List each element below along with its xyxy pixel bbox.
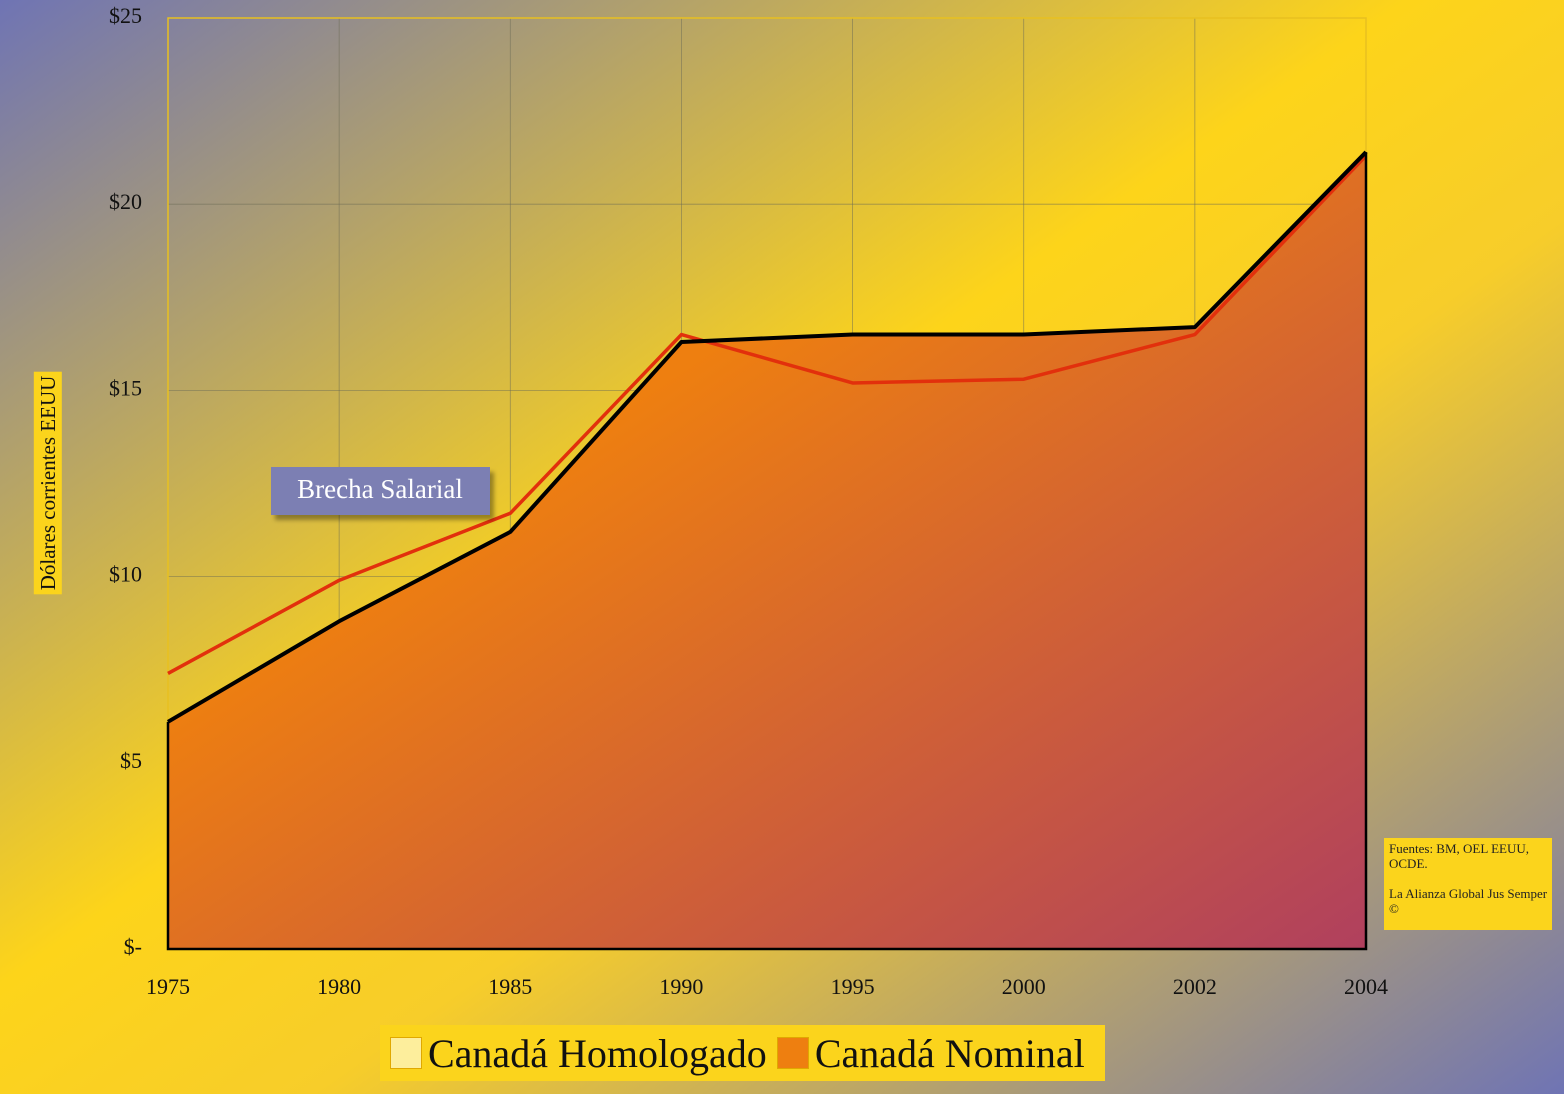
legend-item: Canadá Homologado: [390, 1030, 767, 1077]
axis-title-bg: [33, 371, 62, 595]
source-line: Fuentes: BM, OEL EEUU, OCDE.: [1389, 841, 1529, 871]
source-note: Fuentes: BM, OEL EEUU, OCDE. La Alianza …: [1384, 838, 1552, 930]
annotation: Brecha Salarial: [297, 474, 463, 504]
area: [168, 152, 1366, 950]
y-tick-label: $20: [109, 189, 142, 214]
x-tick-label: 1995: [831, 974, 875, 999]
y-tick-label: $10: [109, 562, 142, 587]
x-tick-label: 1985: [488, 974, 532, 999]
y-tick-label: $15: [109, 375, 142, 400]
x-tick-label: 2004: [1344, 974, 1388, 999]
x-tick-label: 1980: [317, 974, 361, 999]
y-tick-label: $5: [120, 748, 142, 773]
area-edge: [166, 152, 1368, 951]
source-line: La Alianza Global Jus Semper ©: [1389, 886, 1548, 916]
line: [167, 154, 1368, 675]
x-tick-label: 1975: [146, 974, 190, 999]
plot-area: $- $5 $10 $15 $20 $25 1975 1980 1985 1990 1995 2000…: [109, 3, 1388, 999]
annotation-box: [271, 467, 490, 515]
y-tick-label: $25: [109, 3, 142, 28]
line: [166, 150, 1368, 724]
x-tick-label: 1990: [659, 974, 703, 999]
legend-swatch: [390, 1037, 422, 1069]
x-tick-label: 2002: [1173, 974, 1217, 999]
axis-title: Dólares corrientes EEUU: [36, 376, 60, 591]
legend-swatch: [776, 1037, 809, 1069]
x-tick-label: 2000: [1002, 974, 1046, 999]
legend-label: Canadá Homologado: [428, 1030, 767, 1076]
legend: Canadá Homologado Canadá Nominal: [380, 1025, 1105, 1081]
legend-label: Canadá Nominal: [814, 1030, 1085, 1076]
legend-item: Canadá Nominal: [776, 1030, 1085, 1077]
y-tick-label: $-: [124, 934, 142, 959]
